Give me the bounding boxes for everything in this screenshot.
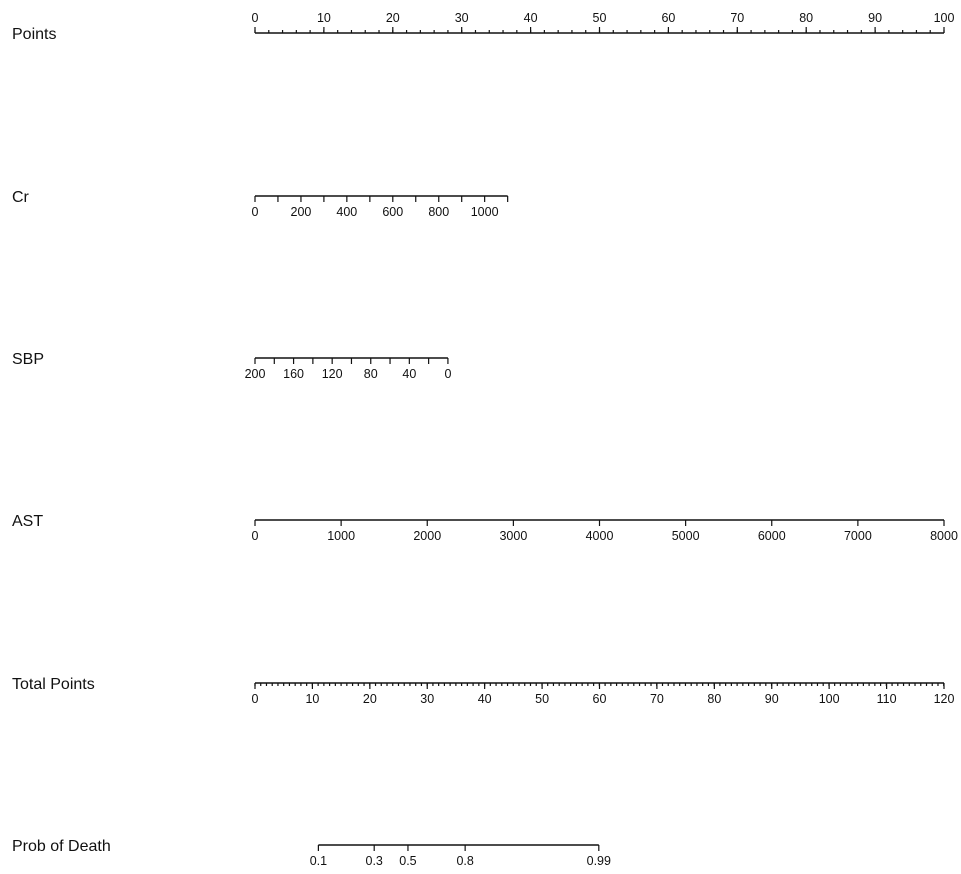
tick-label: 7000 bbox=[844, 529, 872, 543]
tick-label: 120 bbox=[322, 367, 343, 381]
row-label: Total Points bbox=[12, 676, 95, 693]
tick-label: 1000 bbox=[471, 205, 499, 219]
tick-label: 80 bbox=[364, 367, 378, 381]
tick-label: 160 bbox=[283, 367, 304, 381]
tick-label: 0 bbox=[252, 529, 259, 543]
tick-label: 80 bbox=[707, 692, 721, 706]
tick-label: 0 bbox=[252, 11, 259, 25]
tick-label: 60 bbox=[593, 692, 607, 706]
tick-label: 110 bbox=[877, 692, 897, 706]
tick-label: 0.99 bbox=[587, 854, 611, 868]
tick-label: 800 bbox=[428, 205, 449, 219]
tick-label: 120 bbox=[934, 692, 955, 706]
tick-label: 30 bbox=[420, 692, 434, 706]
row-label: Points bbox=[12, 26, 56, 43]
row-label: Prob of Death bbox=[12, 838, 111, 855]
tick-label: 1000 bbox=[327, 529, 355, 543]
tick-label: 70 bbox=[650, 692, 664, 706]
tick-label: 600 bbox=[382, 205, 403, 219]
tick-label: 0.1 bbox=[310, 854, 327, 868]
nomogram-row: SBP 200 160 120 80 40 0 bbox=[12, 351, 451, 381]
tick-label: 8000 bbox=[930, 529, 958, 543]
row-label: SBP bbox=[12, 351, 44, 368]
tick-label: 50 bbox=[593, 11, 607, 25]
tick-label: 50 bbox=[535, 692, 549, 706]
row-label: AST bbox=[12, 513, 43, 530]
tick-label: 4000 bbox=[586, 529, 614, 543]
tick-label: 0.5 bbox=[399, 854, 416, 868]
tick-label: 5000 bbox=[672, 529, 700, 543]
tick-label: 40 bbox=[402, 367, 416, 381]
nomogram-row: Prob of Death 0.1 0.3 0.5 0.8 0.99 bbox=[12, 838, 611, 868]
tick-label: 6000 bbox=[758, 529, 786, 543]
tick-label: 100 bbox=[819, 692, 840, 706]
tick-label: 20 bbox=[363, 692, 377, 706]
nomogram-row: Cr 0 200 400 600 800 1000 bbox=[12, 189, 509, 219]
nomogram-row: AST 0 1000 2000 3000 4000 5000 6000 7000 8000 bbox=[12, 513, 958, 543]
tick-label: 0.3 bbox=[366, 854, 383, 868]
tick-label: 0 bbox=[444, 367, 451, 381]
row-label: Cr bbox=[12, 189, 30, 206]
tick-label: 60 bbox=[661, 11, 675, 25]
nomogram-row: Total Points 0 10 20 30 40 50 60 70 80 90 100 110 120 bbox=[12, 676, 954, 706]
tick-label: 10 bbox=[317, 11, 331, 25]
tick-label: 400 bbox=[336, 205, 357, 219]
nomogram-row: Points 0 10 20 30 40 50 60 70 80 90 100 bbox=[12, 11, 954, 43]
tick-label: 40 bbox=[524, 11, 538, 25]
tick-label: 0.8 bbox=[456, 854, 473, 868]
tick-label: 3000 bbox=[499, 529, 527, 543]
tick-label: 100 bbox=[934, 11, 955, 25]
tick-label: 90 bbox=[765, 692, 779, 706]
tick-label: 0 bbox=[252, 692, 259, 706]
tick-label: 40 bbox=[478, 692, 492, 706]
tick-label: 70 bbox=[730, 11, 744, 25]
tick-label: 0 bbox=[252, 205, 259, 219]
tick-label: 80 bbox=[799, 11, 813, 25]
tick-label: 30 bbox=[455, 11, 469, 25]
tick-label: 200 bbox=[291, 205, 312, 219]
tick-label: 20 bbox=[386, 11, 400, 25]
tick-label: 10 bbox=[305, 692, 319, 706]
tick-label: 2000 bbox=[413, 529, 441, 543]
tick-label: 90 bbox=[868, 11, 882, 25]
tick-label: 200 bbox=[245, 367, 266, 381]
